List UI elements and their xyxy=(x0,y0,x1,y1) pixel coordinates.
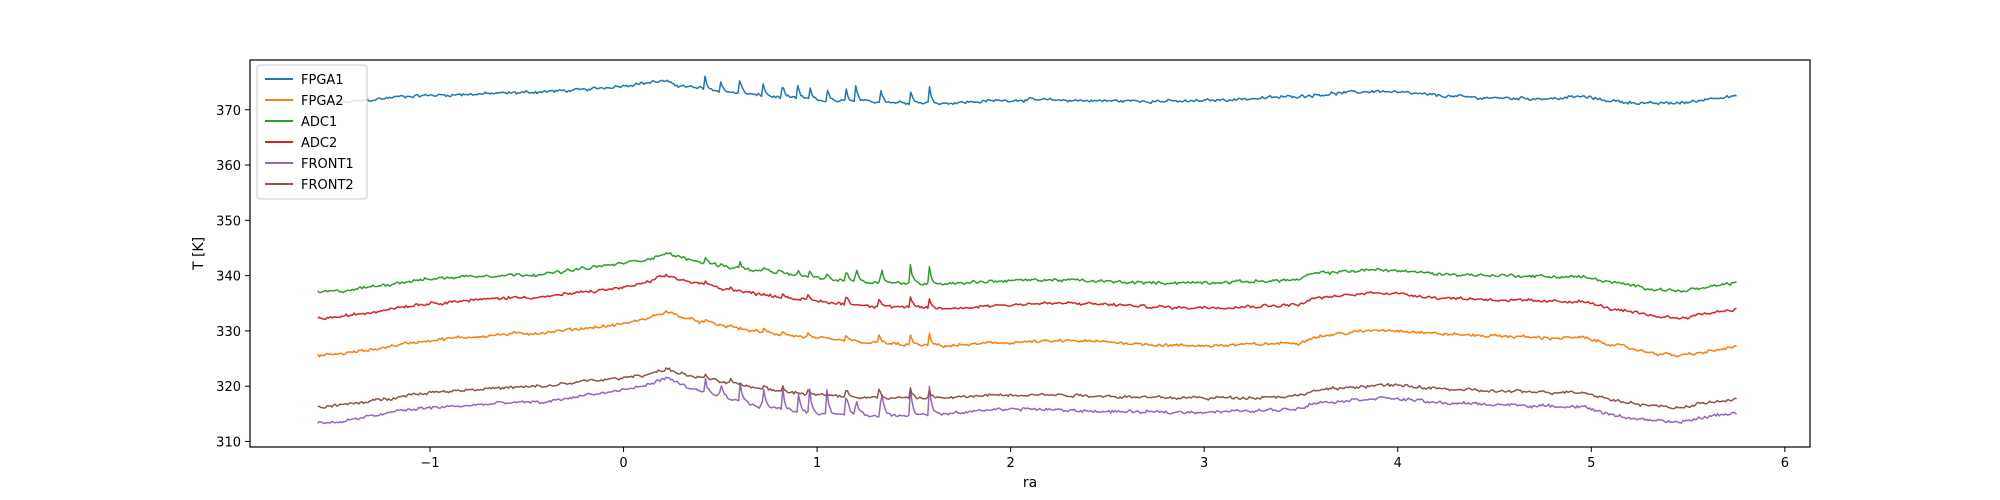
x-tick-label: 5 xyxy=(1587,456,1595,471)
x-axis: −1 0 1 2 3 4 5 6 xyxy=(420,447,1789,471)
series-line-fpga1 xyxy=(323,75,1737,106)
y-axis: 310 320 330 340 350 360 370 xyxy=(216,104,250,450)
series-line-adc2 xyxy=(317,273,1737,321)
y-tick-label: 350 xyxy=(216,214,241,229)
x-tick-label: 2 xyxy=(1007,456,1015,471)
legend-label: FPGA2 xyxy=(301,94,344,109)
x-tick-label: −1 xyxy=(420,456,439,471)
x-tick-label: 0 xyxy=(619,456,627,471)
legend-label: FPGA1 xyxy=(301,73,344,88)
legend-label: ADC2 xyxy=(301,136,337,151)
series-line-front2 xyxy=(317,367,1737,410)
y-tick-label: 310 xyxy=(216,435,241,450)
series-line-fpga2 xyxy=(317,310,1737,358)
y-tick-label: 340 xyxy=(216,270,241,285)
legend-label: FRONT1 xyxy=(301,157,354,172)
x-axis-label: ra xyxy=(1023,475,1037,491)
legend-label: ADC1 xyxy=(301,115,337,130)
x-tick-label: 1 xyxy=(813,456,821,471)
series-line-adc1 xyxy=(317,252,1737,294)
x-tick-label: 6 xyxy=(1781,456,1789,471)
x-tick-label: 4 xyxy=(1394,456,1402,471)
y-axis-label: T [K] xyxy=(191,237,207,271)
y-tick-label: 330 xyxy=(216,325,241,340)
series-layer xyxy=(317,75,1737,425)
legend-label: FRONT2 xyxy=(301,178,354,193)
x-tick-label: 3 xyxy=(1200,456,1208,471)
legend: FPGA1 FPGA2 ADC1 ADC2 FRONT1 FRONT2 xyxy=(256,64,368,200)
y-tick-label: 370 xyxy=(216,104,241,119)
legend-box xyxy=(256,64,368,200)
axes-frame xyxy=(249,59,1811,448)
series-line-front1 xyxy=(317,376,1737,425)
y-tick-label: 360 xyxy=(216,159,241,174)
y-tick-label: 320 xyxy=(216,380,241,395)
